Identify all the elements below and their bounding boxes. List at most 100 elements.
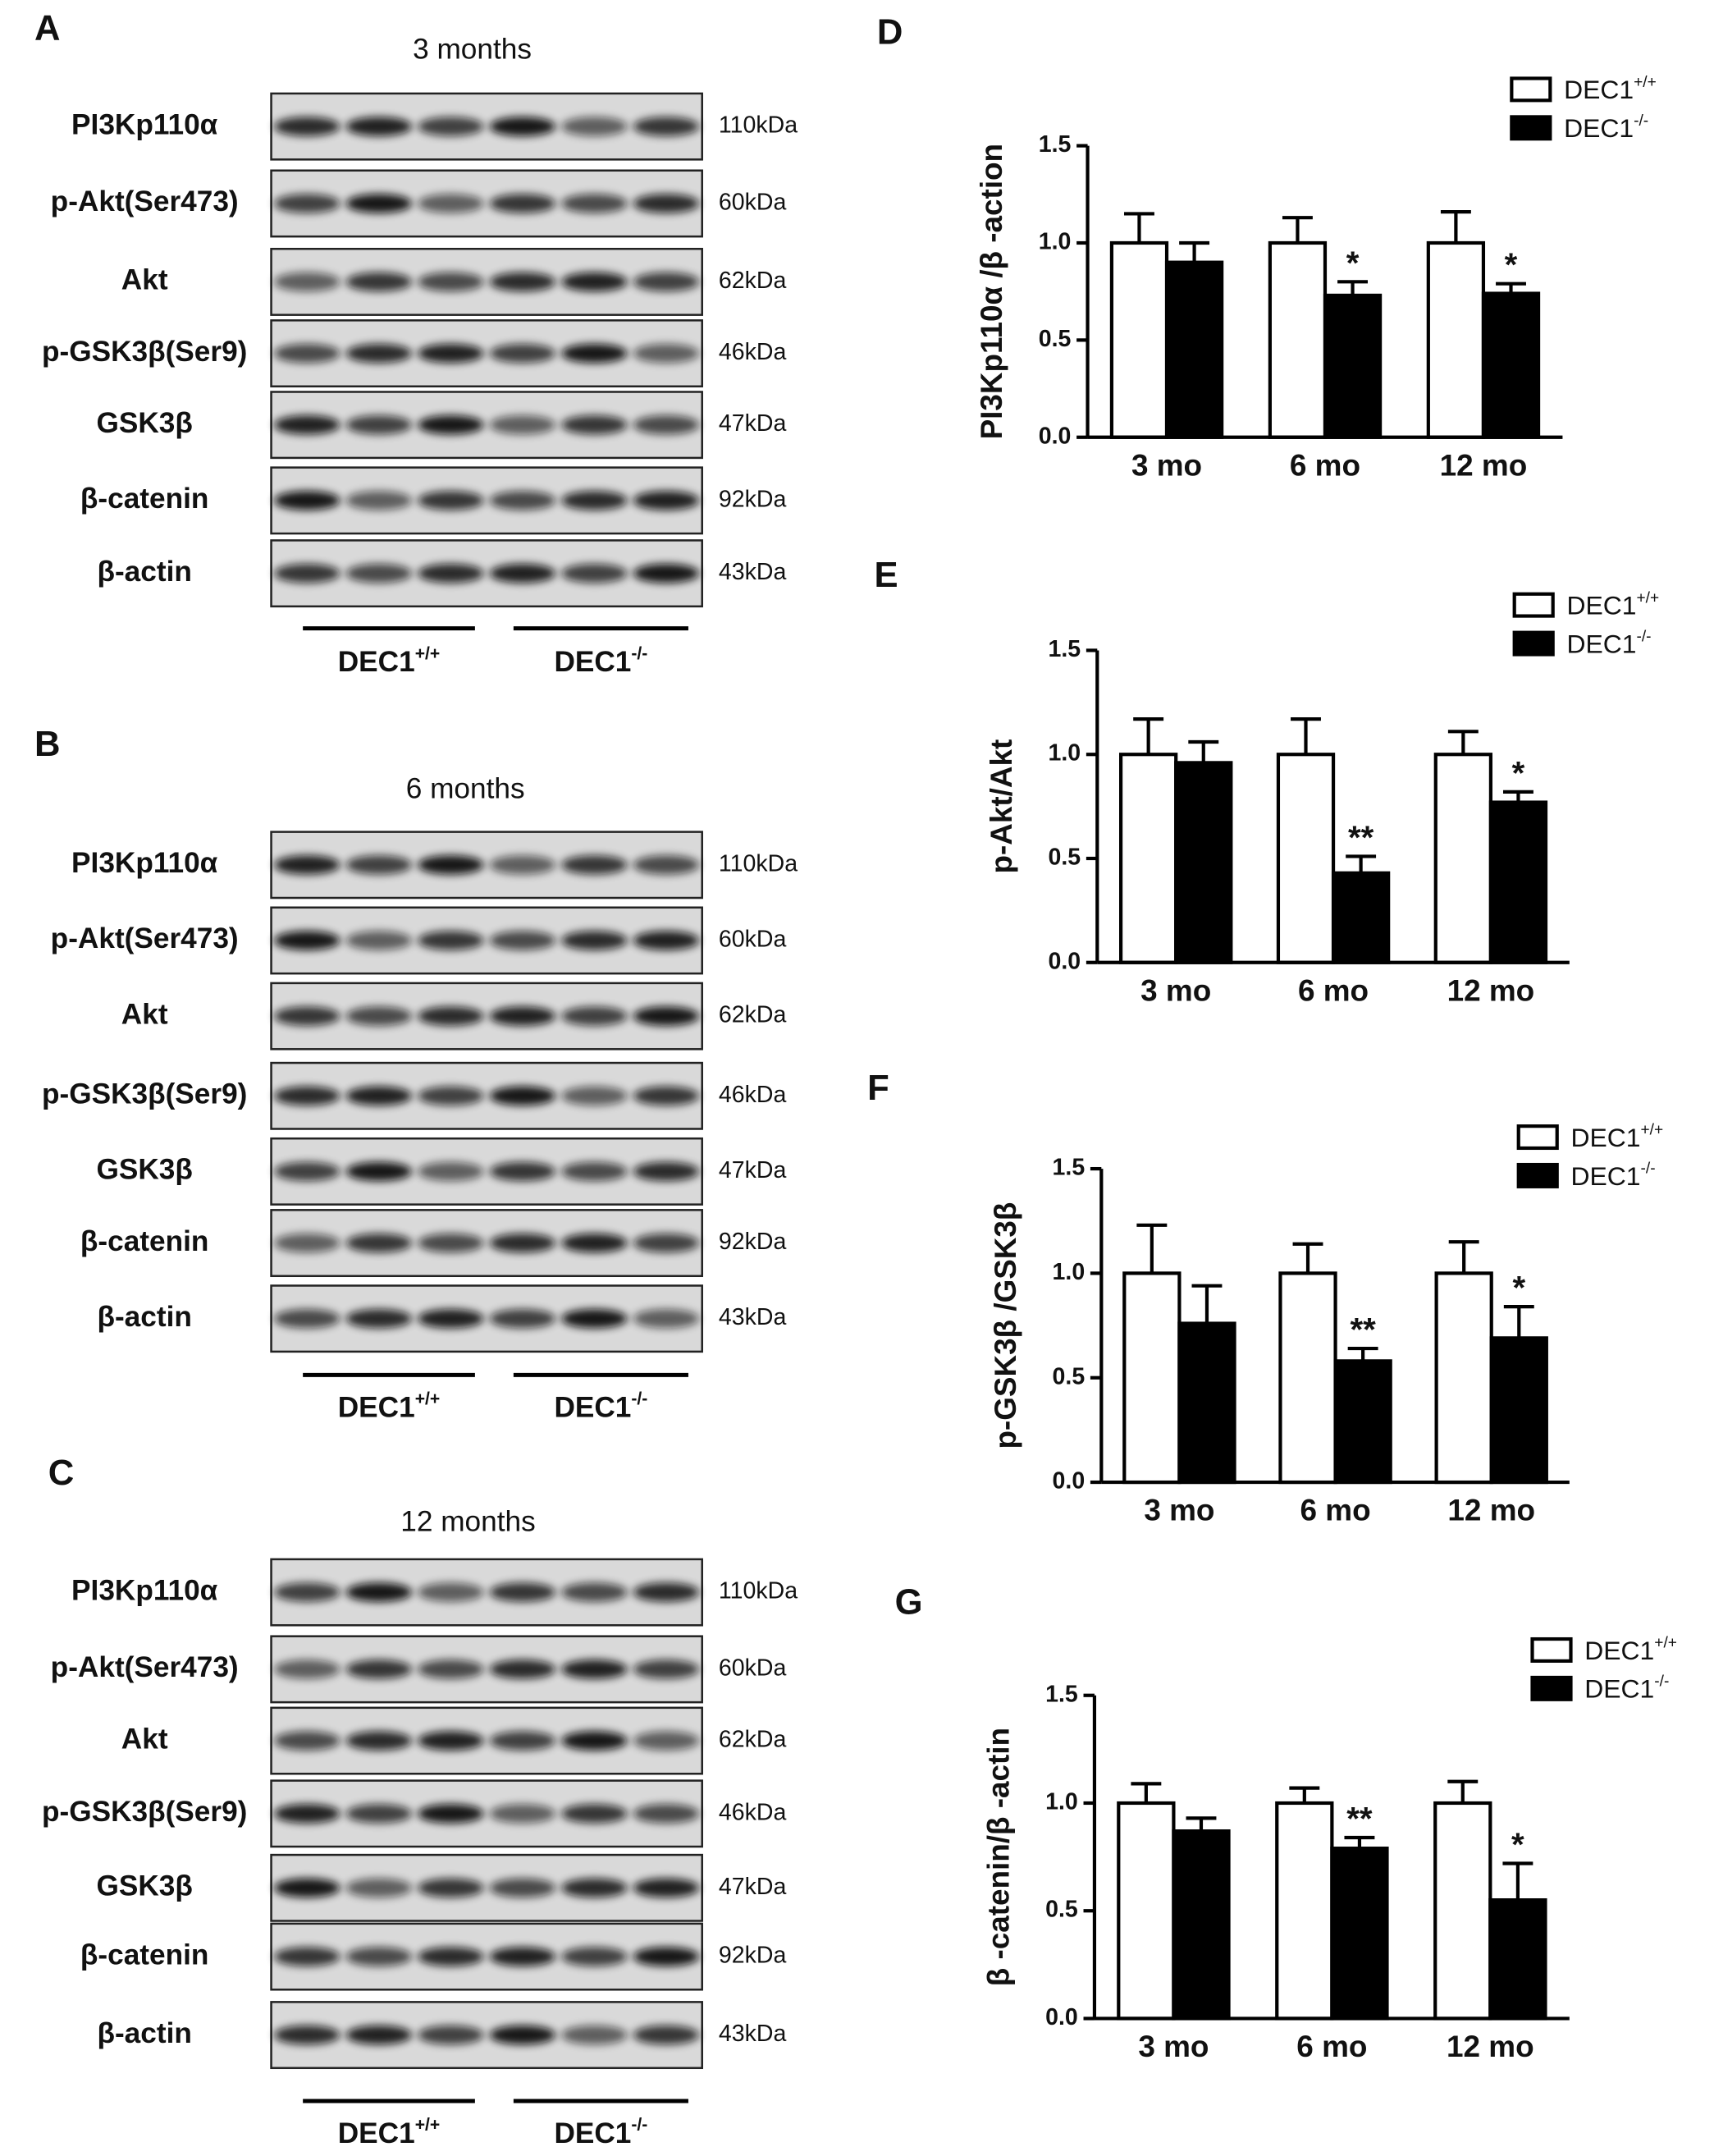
blot-band	[345, 1947, 413, 1966]
bar	[1117, 1801, 1176, 2021]
blot-row-label: p-GSK3β(Ser9)	[42, 1078, 247, 1110]
blot-band	[345, 1308, 413, 1329]
blot-band	[345, 2025, 413, 2045]
blot-band	[418, 1161, 484, 1182]
blot-band	[561, 563, 628, 584]
bar	[1323, 293, 1383, 439]
bar	[1122, 1271, 1182, 1485]
legend-swatch	[1512, 592, 1555, 618]
blot-row-label: β-actin	[97, 556, 191, 588]
blot-band	[274, 491, 341, 510]
legend-label-main: DEC1	[1566, 591, 1636, 620]
blot-band	[274, 1731, 341, 1751]
x-tick-label: 6 mo	[1298, 973, 1369, 1007]
blot-size-label: 46kDa	[719, 339, 787, 365]
blot-band	[489, 343, 556, 364]
blot-band	[633, 1804, 700, 1824]
blot-band	[345, 491, 413, 510]
blot-band	[489, 1947, 556, 1966]
blot-size-label: 46kDa	[719, 1082, 787, 1108]
blot-band	[561, 1308, 628, 1329]
blot-band	[345, 343, 413, 364]
legend-swatch	[1512, 630, 1555, 657]
y-tick-label: 1.0	[1045, 1789, 1078, 1815]
legend-label: DEC1-/-	[1584, 1673, 1669, 1704]
blot-strip	[270, 247, 703, 316]
blot-band	[274, 1878, 341, 1898]
x-tick-label: 3 mo	[1131, 448, 1202, 482]
blot-size-label: 47kDa	[719, 1157, 787, 1183]
blot-band	[418, 1086, 484, 1106]
bar	[1331, 871, 1391, 964]
blot-band	[489, 1006, 556, 1026]
blot-band	[418, 1308, 484, 1329]
blot-band	[274, 1006, 341, 1026]
blot-band	[345, 1582, 413, 1602]
bar	[1488, 800, 1548, 964]
bar	[1276, 753, 1336, 964]
blot-row-label: β-actin	[97, 1301, 191, 1333]
group-label-sup: -/-	[631, 2115, 647, 2134]
significance-label: **	[1346, 1801, 1373, 1838]
blot-band	[489, 2025, 556, 2045]
blot-band	[561, 414, 628, 435]
y-tick-label: 1.0	[1039, 229, 1072, 255]
blot-row-label: PI3Kp110α	[71, 847, 218, 879]
significance-label: *	[1511, 1826, 1524, 1863]
blot-strip	[270, 92, 703, 161]
blot-row-label: p-GSK3β(Ser9)	[42, 1796, 247, 1828]
blot-band	[274, 563, 341, 584]
legend-swatch	[1510, 76, 1552, 103]
significance-label: **	[1348, 819, 1374, 856]
blot-band	[418, 855, 484, 875]
blot-size-label: 43kDa	[719, 1304, 787, 1330]
blot-row-label: p-Akt(Ser473)	[51, 922, 239, 954]
blot-band	[633, 931, 700, 950]
blot-strip	[270, 2001, 703, 2070]
blot-band	[489, 491, 556, 510]
blot-band	[274, 414, 341, 435]
y-axis-label: PI3Kp110α /β -action	[975, 144, 1008, 440]
blot-size-label: 110kDa	[719, 850, 798, 877]
legend-label-sup: -/-	[1634, 112, 1648, 130]
blot-band	[561, 931, 628, 950]
blot-band	[418, 1233, 484, 1253]
blot-band	[489, 414, 556, 435]
blot-band	[561, 1582, 628, 1602]
blot-band	[418, 117, 484, 136]
blot-band	[633, 1878, 700, 1898]
blot-band	[489, 1731, 556, 1751]
y-tick-label: 1.5	[1045, 1681, 1078, 1707]
blot-band	[633, 1308, 700, 1329]
bar	[1109, 240, 1169, 439]
blot-title: 3 months	[413, 33, 532, 65]
blot-row-label: Akt	[121, 264, 168, 296]
y-tick-label: 0.5	[1045, 1897, 1078, 1923]
panel-letter: A	[34, 8, 61, 48]
bar	[1164, 260, 1224, 439]
x-tick-label: 12 mo	[1447, 1494, 1535, 1527]
y-tick-label: 1.5	[1039, 131, 1072, 158]
blot-band	[274, 194, 341, 213]
blot-band	[489, 1161, 556, 1182]
group-label-sup: -/-	[631, 643, 647, 662]
y-tick-label: 1.5	[1053, 1155, 1086, 1181]
blot-band	[345, 414, 413, 435]
blot-size-label: 110kDa	[719, 1578, 798, 1604]
blot-strip	[270, 982, 703, 1051]
blot-band	[418, 1878, 484, 1898]
blot-title: 12 months	[400, 1506, 535, 1538]
blot-band	[561, 855, 628, 875]
blot-row-label: GSK3β	[96, 407, 192, 439]
blot-strip	[270, 1635, 703, 1704]
blot-strip	[270, 1779, 703, 1848]
y-axis-label: β -catenin/β -actin	[982, 1728, 1016, 1986]
blot-band	[418, 272, 484, 292]
y-axis-label: p-Akt/Akt	[985, 739, 1018, 874]
blot-row-label: β-catenin	[80, 483, 209, 515]
significance-label: *	[1505, 246, 1518, 283]
blot-band	[633, 855, 700, 875]
blot-size-label: 60kDa	[719, 927, 787, 953]
group-label-sup: +/+	[415, 643, 441, 662]
